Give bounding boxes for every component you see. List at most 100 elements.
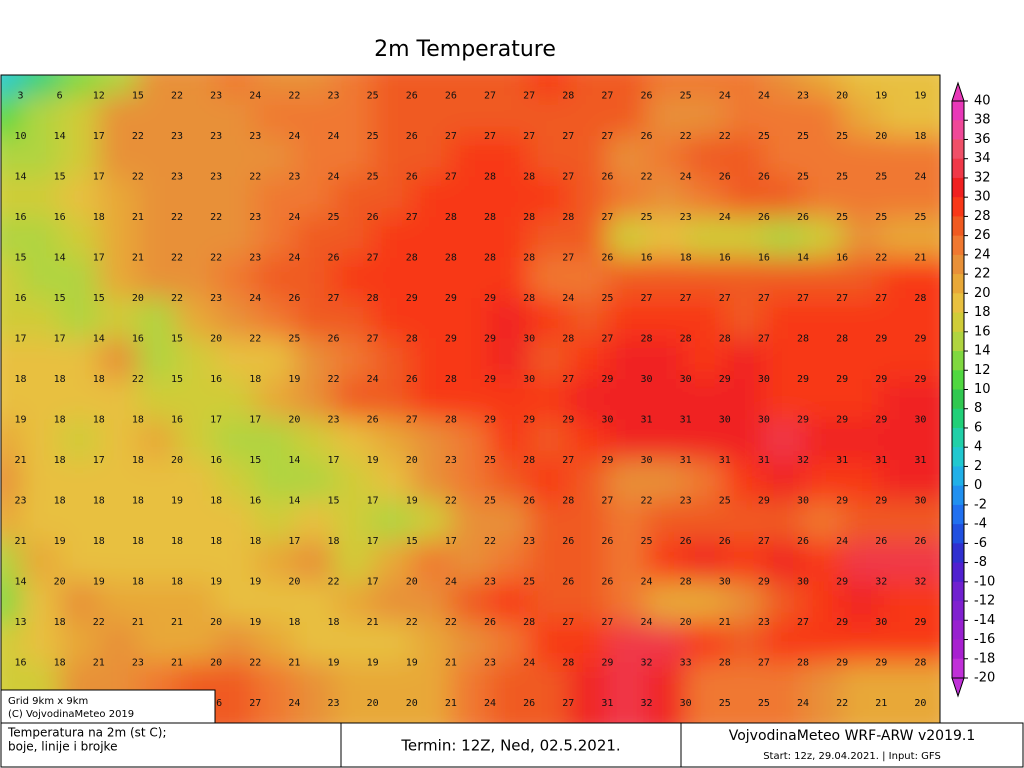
temp-label: 24 (758, 90, 770, 101)
temp-label: 18 (93, 212, 105, 223)
temp-label: 29 (406, 293, 418, 304)
temp-label: 16 (758, 252, 770, 263)
temp-label: 28 (484, 252, 496, 263)
temp-label: 32 (641, 698, 653, 709)
temp-label: 27 (562, 374, 574, 385)
temp-label: 30 (797, 576, 809, 587)
temp-label: 27 (601, 495, 613, 506)
temp-label: 27 (758, 293, 770, 304)
temp-label: 16 (132, 333, 144, 344)
temp-label: 21 (171, 617, 183, 628)
temp-label: 21 (132, 212, 144, 223)
temp-label: 25 (836, 171, 848, 182)
temp-label: 23 (445, 455, 457, 466)
temp-label: 28 (523, 455, 535, 466)
temp-label: 33 (680, 657, 692, 668)
temp-label: 18 (15, 374, 27, 385)
colorbar-band (952, 293, 964, 314)
temp-label: 29 (758, 576, 770, 587)
temp-label: 26 (523, 495, 535, 506)
temp-label: 29 (523, 414, 535, 425)
temp-label: 18 (132, 576, 144, 587)
temp-label: 17 (328, 455, 340, 466)
temp-label: 24 (249, 90, 261, 101)
temp-label: 25 (288, 333, 300, 344)
temp-label: 25 (367, 131, 379, 142)
temp-label: 24 (562, 293, 574, 304)
temp-label: 29 (914, 617, 926, 628)
colorbar-band (952, 389, 964, 410)
temp-label: 16 (15, 293, 27, 304)
colorbar-band (952, 274, 964, 294)
temp-label: 25 (875, 171, 887, 182)
temp-label: 16 (836, 252, 848, 263)
temp-label: 25 (875, 212, 887, 223)
temp-label: 24 (288, 252, 300, 263)
temp-label: 25 (601, 293, 613, 304)
temp-label: 18 (54, 617, 66, 628)
temp-label: 29 (836, 576, 848, 587)
temp-label: 16 (210, 374, 222, 385)
temp-label: 26 (719, 171, 731, 182)
temp-label: 25 (484, 495, 496, 506)
footer-left (0, 722, 342, 768)
temp-label: 18 (680, 252, 692, 263)
temp-label: 18 (93, 536, 105, 547)
temp-label: 22 (680, 131, 692, 142)
temp-label: 30 (601, 414, 613, 425)
temp-label: 15 (249, 455, 261, 466)
temp-label: 19 (93, 576, 105, 587)
colorbar-band (952, 543, 964, 564)
temp-label: 28 (914, 657, 926, 668)
temp-label: 29 (445, 293, 457, 304)
temp-label: 22 (249, 171, 261, 182)
temp-label: 30 (758, 414, 770, 425)
temp-label: 28 (562, 495, 574, 506)
temp-label: 26 (406, 171, 418, 182)
temp-label: 24 (523, 657, 535, 668)
temp-label: 26 (288, 293, 300, 304)
colorbar-label: -14 (974, 613, 995, 628)
temp-label: 18 (54, 455, 66, 466)
temp-label: 15 (54, 171, 66, 182)
temp-label: 21 (445, 657, 457, 668)
colorbar-band (952, 524, 964, 544)
temp-label: 25 (758, 131, 770, 142)
colorbar-tip (951, 81, 965, 102)
temp-label: 17 (249, 414, 261, 425)
colorbar-label: 36 (974, 132, 991, 147)
temp-label: 31 (680, 414, 692, 425)
temp-label: 24 (328, 131, 340, 142)
temp-label: 29 (797, 374, 809, 385)
temp-label: 13 (15, 617, 27, 628)
temp-label: 27 (562, 252, 574, 263)
colorbar-band (952, 216, 964, 237)
temp-label: 18 (132, 495, 144, 506)
temp-label: 26 (210, 698, 222, 709)
temp-label: 28 (680, 576, 692, 587)
colorbar-label: 6 (974, 420, 982, 435)
temp-label: 19 (875, 90, 887, 101)
temp-label: 22 (171, 252, 183, 263)
temp-label: 18 (171, 576, 183, 587)
temp-label: 17 (93, 455, 105, 466)
temp-label: 27 (445, 171, 457, 182)
colorbar-label: -8 (974, 555, 987, 570)
temp-label: 18 (249, 536, 261, 547)
temp-label: 22 (132, 171, 144, 182)
temp-label: 23 (249, 131, 261, 142)
temp-label: 16 (249, 495, 261, 506)
temp-label: 31 (680, 455, 692, 466)
credit-box (0, 689, 216, 724)
temp-label: 28 (445, 212, 457, 223)
colorbar-band (952, 504, 964, 525)
temp-label: 26 (367, 414, 379, 425)
temp-label: 27 (484, 131, 496, 142)
temp-label: 16 (719, 252, 731, 263)
colorbar-tip (951, 677, 965, 698)
temp-label: 19 (406, 657, 418, 668)
temp-label: 27 (562, 171, 574, 182)
temp-label: 29 (601, 657, 613, 668)
temp-label: 24 (484, 698, 496, 709)
temp-label: 25 (367, 90, 379, 101)
